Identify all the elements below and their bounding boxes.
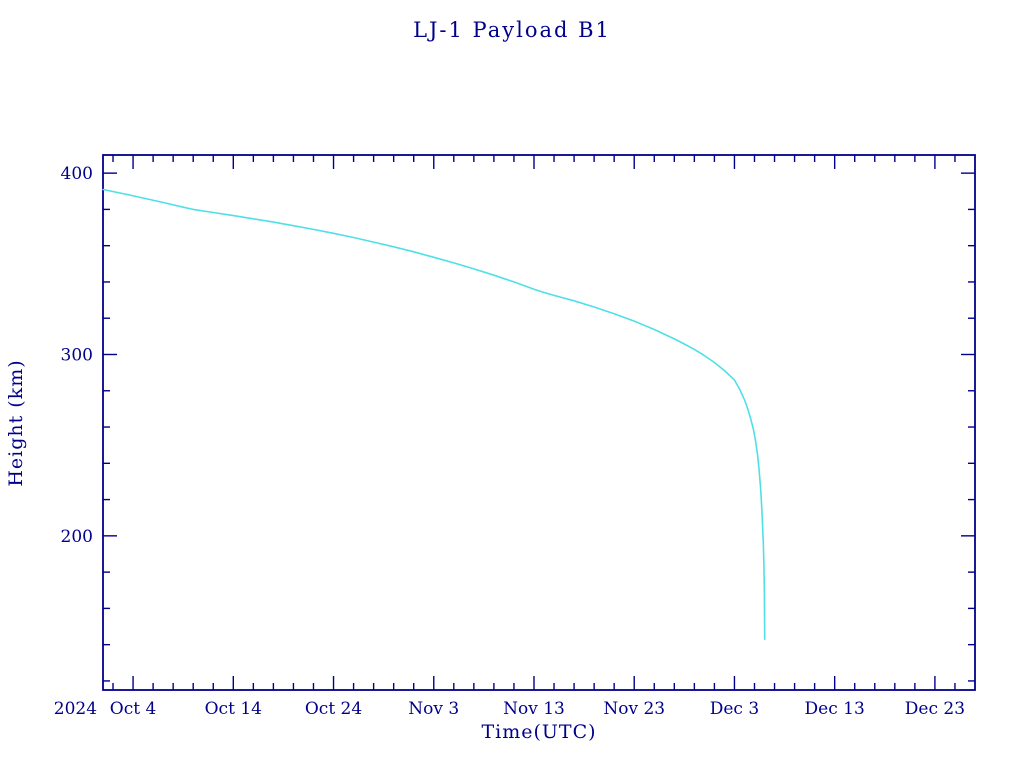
curve-group bbox=[102, 188, 766, 641]
x-tick-label: Dec 3 bbox=[710, 699, 759, 719]
y-tick-label: 400 bbox=[61, 164, 93, 184]
y-axis-label: Height (km) bbox=[5, 359, 27, 486]
x-tick-label: Dec 23 bbox=[905, 699, 965, 719]
year-label: 2024 bbox=[54, 699, 97, 719]
x-tick-label: Oct 14 bbox=[205, 699, 262, 719]
decay-curve-line bbox=[102, 188, 766, 641]
x-tick-label: Oct 4 bbox=[110, 699, 157, 719]
plot-border bbox=[102, 154, 976, 691]
x-tick-label: Oct 24 bbox=[305, 699, 362, 719]
x-tick-label: Dec 13 bbox=[805, 699, 865, 719]
y-tick-label: 200 bbox=[61, 527, 93, 547]
x-axis-label: Time(UTC) bbox=[481, 721, 596, 743]
x-tick-label: Nov 23 bbox=[603, 699, 665, 719]
plot-frame bbox=[102, 154, 976, 691]
x-tick-label: Nov 13 bbox=[503, 699, 565, 719]
y-tick-label: 300 bbox=[61, 345, 93, 365]
x-tick-label: Nov 3 bbox=[408, 699, 459, 719]
chart-title: LJ-1 Payload B1 bbox=[413, 18, 611, 42]
axis-ticks bbox=[103, 155, 975, 690]
tick-labels: Oct 4 Oct 14 Oct 24 Nov 3 Nov 13 Nov 23 Dec 3 D… bbox=[54, 164, 965, 719]
